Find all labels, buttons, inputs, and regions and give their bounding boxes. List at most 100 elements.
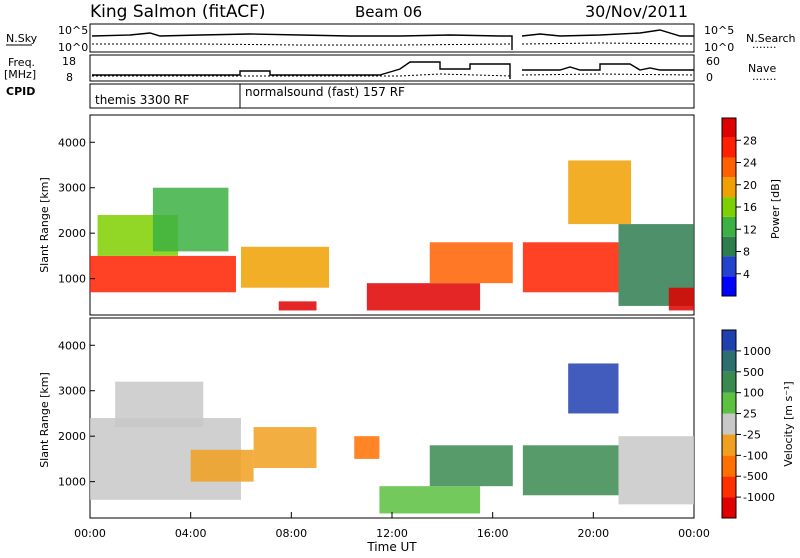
freq-tick-top: 18	[62, 55, 76, 68]
power-colorbar-swatch-1	[722, 256, 736, 277]
velocity-colorbar-swatch-5	[722, 392, 736, 414]
velocity-region-1	[115, 381, 204, 428]
power-colorbar-tick-label-4: 20	[743, 179, 757, 192]
power-colorbar-swatches	[722, 118, 736, 296]
nsearch-dots: .......	[752, 38, 776, 51]
power-colorbar-swatch-6	[722, 157, 736, 178]
velocity-region-3	[253, 427, 317, 468]
velocity-colorbar-tick-label-1: 500	[743, 366, 764, 379]
nave-line	[92, 73, 695, 77]
power-ytick-label-2: 3000	[58, 182, 86, 195]
power-colorbar-swatch-8	[722, 118, 736, 138]
velocity-xlabel: Time UT	[366, 540, 417, 554]
power-region-6	[429, 242, 513, 284]
velocity-region-2	[190, 449, 254, 482]
velocity-colorbar-tick-label-7: -1000	[743, 491, 775, 504]
nave-label: Nave	[748, 62, 776, 75]
velocity-region-8	[568, 363, 619, 414]
power-region-3	[241, 246, 330, 288]
velocity-colorbar-swatch-4	[722, 413, 736, 435]
freq-line	[92, 61, 694, 79]
power-yticks: 1000 2000 3000 4000	[58, 136, 95, 286]
velocity-xticks: 00:00 04:00 08:00 12:00 16:00 20:00 00:00	[74, 512, 710, 540]
cpid-segment-1: themis 3300 RF	[95, 93, 189, 107]
power-colorbar: 4 8 12 16 20 24 28 Power [dB]	[721, 117, 782, 297]
xtick-label-1: 04:00	[175, 527, 207, 540]
power-region-2	[152, 187, 229, 252]
power-colorbar-swatch-5	[722, 177, 736, 198]
station-title: King Salmon (fitACF)	[90, 2, 266, 22]
xtick-label-0: 00:00	[74, 527, 106, 540]
power-ytick-label-1: 2000	[58, 227, 86, 240]
power-colorbar-swatch-0	[722, 276, 736, 296]
velocity-colorbar-swatch-3	[722, 434, 736, 456]
power-colorbar-tick-label-3: 16	[743, 201, 757, 214]
velocity-colorbar-swatch-8	[722, 330, 736, 351]
power-colorbar-swatch-7	[722, 137, 736, 158]
freq-unit-label: [MHz]	[4, 68, 36, 81]
power-region-4	[278, 301, 317, 311]
velocity-regions	[90, 363, 694, 514]
velocity-colorbar-swatch-6	[722, 371, 736, 393]
velocity-ytick-label-0: 1000	[58, 476, 86, 489]
power-region-8	[568, 160, 632, 225]
noise-tick-left-bottom: 10^0	[58, 41, 88, 54]
velocity-region-7	[522, 445, 619, 496]
xtick-label-4: 16:00	[477, 527, 509, 540]
xtick-label-6: 00:00	[678, 527, 710, 540]
cpid-strip: CPID themis 3300 RF normalsound (fast) 1…	[6, 83, 695, 109]
power-colorbar-swatch-3	[722, 216, 736, 237]
velocity-region-6	[429, 445, 513, 487]
velocity-colorbar-tick-label-5: -100	[743, 449, 768, 462]
power-colorbar-ticks: 4 8 12 16 20 24 28	[736, 134, 757, 281]
velocity-colorbar-frame	[721, 329, 737, 519]
velocity-colorbar-tick-label-6: -500	[743, 470, 768, 483]
power-region-0	[90, 255, 236, 293]
nave-dots: .......	[752, 70, 776, 83]
power-colorbar-tick-label-1: 8	[743, 246, 750, 259]
cpid-segment-2: normalsound (fast) 157 RF	[245, 85, 405, 99]
velocity-ylabel: Slant Range [km]	[38, 372, 51, 468]
noise-tick-left-top: 10^5	[58, 24, 88, 37]
velocity-colorbar-swatch-7	[722, 350, 736, 372]
velocity-colorbar-label: Velocity [m s⁻¹]	[782, 381, 795, 466]
velocity-yticks: 1000 2000 3000 4000	[58, 339, 95, 489]
power-ytick-label-0: 1000	[58, 273, 86, 286]
velocity-colorbar: 1000 500 100 25 -25 -100 -500 -1000 Velocity [m…	[721, 329, 795, 519]
xtick-label-5: 20:00	[577, 527, 609, 540]
power-ytick-label-3: 4000	[58, 136, 86, 149]
velocity-colorbar-tick-label-3: 25	[743, 408, 757, 421]
velocity-region-4	[354, 436, 380, 459]
velocity-ytick-label-1: 2000	[58, 430, 86, 443]
beam-title: Beam 06	[355, 3, 422, 21]
nsearch-line	[92, 42, 695, 46]
xtick-label-3: 12:00	[376, 527, 408, 540]
velocity-colorbar-ticks: 1000 500 100 25 -25 -100 -500 -1000	[736, 345, 775, 504]
power-region-10	[668, 287, 694, 311]
power-colorbar-swatch-2	[722, 236, 736, 257]
velocity-ytick-label-3: 4000	[58, 339, 86, 352]
noise-tick-right-bottom: 10^0	[704, 41, 734, 54]
velocity-colorbar-swatch-1	[722, 476, 736, 498]
noise-strip: N.Sky 10^5 10^0 10^5 10^0 N.Search .....…	[6, 23, 796, 54]
power-region-7	[522, 242, 619, 293]
cpid-label: CPID	[6, 85, 35, 98]
noise-tick-right-top: 10^5	[704, 24, 734, 37]
nsky-line	[91, 29, 694, 50]
nave-tick-bottom: 0	[706, 71, 713, 84]
power-panel-frame	[89, 114, 695, 316]
xtick-label-2: 08:00	[275, 527, 307, 540]
nave-tick-top: 60	[706, 55, 720, 68]
power-colorbar-tick-label-2: 12	[743, 223, 757, 236]
nsky-label: N.Sky	[6, 32, 38, 45]
velocity-region-5	[379, 486, 481, 514]
power-region-5	[366, 283, 481, 311]
velocity-colorbar-tick-label-0: 1000	[743, 345, 771, 358]
velocity-colorbar-swatch-0	[722, 497, 736, 518]
date-title: 30/Nov/2011	[585, 2, 688, 21]
power-colorbar-tick-label-6: 28	[743, 134, 757, 147]
velocity-ytick-label-2: 3000	[58, 385, 86, 398]
velocity-colorbar-swatches	[722, 330, 736, 518]
